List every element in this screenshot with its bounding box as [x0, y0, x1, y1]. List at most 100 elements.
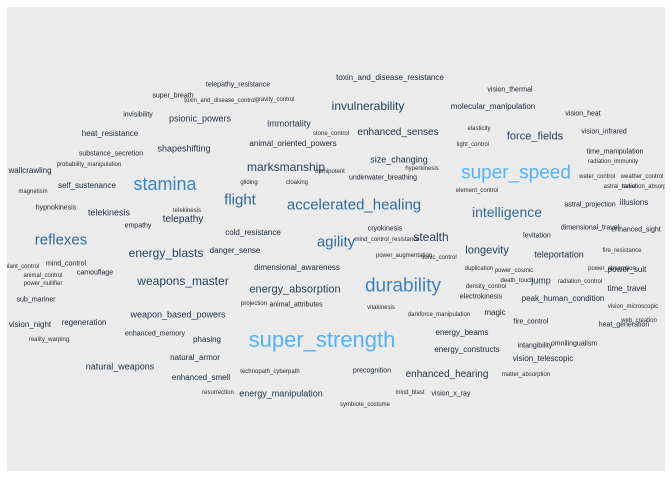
word-substance-secretion: substance_secretion	[78, 150, 144, 158]
word-fire-control: fire_control	[513, 318, 549, 326]
word-size-changing: size_changing	[370, 154, 428, 165]
word-natural-armor: natural_armor	[170, 353, 220, 362]
word-energy-manipulation: energy_manipulation	[239, 388, 323, 399]
word-dimensional-awareness: dimensional_awareness	[254, 263, 340, 272]
word-vitakinesis: vitakinesis	[367, 305, 395, 311]
word-camouflage: camouflage	[76, 269, 114, 277]
word-element-control: element_control	[455, 188, 499, 194]
word-mind-blast: mind_blast	[395, 390, 425, 396]
word-precognition: precognition	[352, 367, 392, 375]
word-telepathy-resistance: telepathy_resistance	[205, 81, 271, 89]
word-vision-microscopic: vision_microscopic	[607, 304, 659, 310]
word-electrokinesis: electrokinesis	[459, 293, 503, 301]
word-durability: durability	[364, 275, 442, 297]
word-telekinesis: telekinesis	[87, 207, 131, 218]
word-darkforce-manipulation: darkforce_manipulation	[407, 312, 471, 318]
word-vision-infrared: vision_infrared	[581, 128, 627, 136]
word-illusions: illusions	[619, 198, 649, 207]
word-toxin-and-disease-control: toxin_and_disease_control	[184, 98, 256, 104]
word-probability-manipulation: probability_manipulation	[56, 162, 122, 168]
word-longevity: longevity	[465, 244, 509, 257]
word-cloaking: cloaking	[285, 180, 309, 186]
word-peak-human-condition: peak_human_condition	[521, 294, 605, 303]
word-gravity-control: gravity_control	[255, 97, 295, 103]
word-self-sustenance: self_sustenance	[58, 181, 116, 190]
word-telekinesis: telekinesis	[172, 208, 202, 214]
word-super-breath: super_breath	[152, 92, 194, 100]
word-elasticity: elasticity	[467, 126, 491, 132]
word-vision-telescopic: vision_telescopic	[512, 354, 574, 363]
word-marksmanship: marksmanship	[246, 160, 326, 174]
word-hypnokinesis: hypnokinesis	[35, 204, 77, 212]
word-energy-constructs: energy_constructs	[434, 345, 500, 354]
word-projection: projection	[240, 301, 268, 307]
word-levitation: levitation	[523, 232, 551, 240]
word-enhanced-senses: enhanced_senses	[357, 127, 439, 138]
word-animal-control: animal_control	[23, 273, 63, 279]
word-invisibility: invisibility	[123, 111, 153, 119]
word-death-touch: death_touch	[500, 278, 534, 284]
word-super-strength: super_strength	[248, 327, 396, 352]
word-accelerated-healing: accelerated_healing	[286, 196, 422, 214]
word-heat-generation: heat_generation	[598, 321, 650, 329]
word-time-travel: time_travel	[607, 284, 647, 293]
word-stamina: stamina	[133, 174, 197, 194]
word-astral-projection: astral_projection	[564, 201, 616, 209]
word-power-suit: power_suit	[607, 265, 647, 274]
word-hyperkinesis: hyperkinesis	[405, 166, 439, 172]
word-dimensional-travel: dimensional_travel	[560, 224, 620, 232]
word-magnetism: magnetism	[18, 189, 48, 195]
word-toxin-and-disease-resistance: toxin_and_disease_resistance	[336, 73, 444, 82]
word-enhanced-sight: enhanced_sight	[611, 226, 661, 234]
word-intelligence: intelligence	[471, 204, 543, 220]
word-invulnerability: invulnerability	[331, 99, 405, 113]
word-cloud-panel: super_strength super_speed durability stami…	[7, 7, 665, 471]
word-symbiote-costume: symbiote_costume	[339, 402, 391, 408]
word-flight: flight	[224, 191, 256, 209]
word-water-control: water_control	[578, 174, 616, 180]
word-mind-control: mind_control	[45, 260, 87, 268]
word-sonic-control: sonic_control	[421, 255, 457, 261]
word-phasing: phasing	[192, 335, 222, 344]
word-power-nullifier: power_nullifier	[23, 281, 63, 287]
word-cryokinesis: cryokinesis	[367, 225, 403, 233]
word-super-speed: super_speed	[461, 162, 571, 184]
word-vision-heat: vision_heat	[565, 110, 601, 118]
word-danger-sense: danger_sense	[209, 246, 261, 255]
word-natural-weapons: natural_weapons	[85, 361, 155, 372]
word-animal-attributes: animal_attributes	[269, 301, 323, 309]
word-regeneration: regeneration	[61, 318, 107, 327]
word-enhanced-hearing: enhanced_hearing	[405, 369, 489, 380]
word-stealth: stealth	[413, 230, 449, 244]
word-plant-control: plant_control	[7, 264, 40, 270]
word-omnilingualism: omnilingualism	[550, 340, 598, 348]
word-power-cosmic: power_cosmic	[494, 268, 534, 274]
word-stone-control: stone_control	[312, 131, 350, 137]
word-matter-absorption: matter_absorption	[501, 372, 551, 378]
word-astral-travel: astral_travel	[603, 184, 637, 190]
word-sub-mariner: sub_mariner	[16, 296, 56, 304]
word-intangibility: intangibility	[517, 342, 553, 350]
word-power-absorption: power_absorption	[588, 266, 636, 272]
word-weather-control: weather_control	[620, 174, 664, 180]
word-vision-night: vision_night	[8, 320, 52, 329]
word-cold-resistance: cold_resistance	[225, 228, 281, 237]
word-shapeshifting: shapeshifting	[157, 143, 211, 154]
word-animal-oriented-powers: animal_oriented_powers	[249, 139, 337, 148]
word-force-fields: force_fields	[506, 130, 564, 143]
word-empathy: empathy	[124, 222, 152, 230]
word-energy-beams: energy_beams	[435, 328, 489, 337]
word-magic: magic	[484, 308, 506, 317]
word-weapon-based-powers: weapon_based_powers	[130, 309, 226, 320]
word-weapons-master: weapons_master	[137, 274, 229, 288]
word-energy-blasts: energy_blasts	[128, 246, 204, 260]
word-vision-thermal: vision_thermal	[487, 86, 533, 94]
word-energy-absorption: energy_absorption	[249, 283, 341, 296]
word-teleportation: teleportation	[534, 249, 584, 260]
word-mind-control-resistance: mind_control_resistance	[354, 237, 420, 243]
word-time-manipulation: time_manipulation	[586, 148, 644, 156]
word-wallcrawling: wallcrawling	[8, 166, 52, 175]
word-light-control: light_control	[456, 142, 490, 148]
word-radiation-absorption: radiation_absorption	[621, 184, 665, 190]
word-radiation-control: radiation_control	[557, 279, 603, 285]
